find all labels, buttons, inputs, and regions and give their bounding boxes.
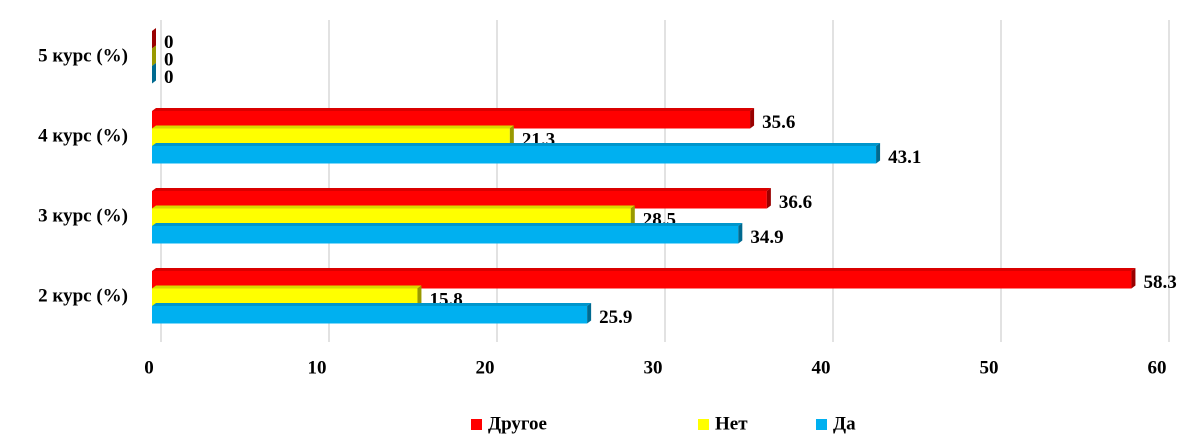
bar-side — [417, 285, 422, 306]
bar-front — [152, 306, 588, 324]
bar-top — [152, 303, 592, 306]
value-label: 35.6 — [762, 112, 795, 133]
bar-front — [152, 271, 1132, 289]
bar-top — [152, 143, 881, 146]
bar-side — [509, 125, 514, 146]
y-tick-label: 5 курс (%) — [38, 45, 128, 66]
bar-side — [587, 303, 592, 324]
x-tick-label: 60 — [1148, 357, 1167, 378]
bar-front — [152, 226, 739, 244]
bar-side — [630, 205, 635, 226]
y-tick-label: 4 курс (%) — [38, 125, 128, 146]
x-tick-label: 40 — [812, 357, 831, 378]
legend-label: Нет — [715, 413, 748, 434]
bar-side — [152, 63, 156, 84]
bar-front — [152, 288, 418, 306]
x-tick-label: 50 — [980, 357, 999, 378]
bar-side — [876, 143, 881, 164]
value-label: 0 — [164, 67, 174, 88]
value-label: 58.3 — [1143, 272, 1176, 293]
value-label: 0 — [164, 50, 174, 71]
value-label: 0 — [164, 32, 174, 53]
x-tick-label: 30 — [644, 357, 663, 378]
legend-swatch — [698, 419, 709, 430]
bar-side — [750, 108, 755, 129]
bar — [152, 125, 514, 146]
legend-swatch — [471, 419, 482, 430]
legend-swatch — [816, 419, 827, 430]
bar — [152, 28, 156, 49]
bar — [152, 188, 771, 209]
bar-top — [152, 268, 1136, 271]
legend: Другое Нет Да — [471, 413, 856, 434]
x-tick-label: 20 — [476, 357, 495, 378]
bar-top — [152, 188, 771, 191]
bar-front — [152, 111, 751, 129]
legend-label: Другое — [488, 413, 547, 434]
bar — [152, 303, 592, 324]
value-label: 34.9 — [750, 227, 783, 248]
bar-front — [152, 128, 510, 146]
bar-top — [152, 285, 422, 289]
bar-top — [152, 125, 514, 129]
value-label: 36.6 — [779, 192, 812, 213]
y-tick-label: 2 курс (%) — [38, 285, 128, 306]
bar — [152, 268, 1136, 289]
value-label: 25.9 — [599, 307, 632, 328]
bar — [152, 63, 156, 84]
bar-side — [766, 188, 771, 209]
x-tick-label: 0 — [144, 357, 154, 378]
value-label: 43.1 — [888, 147, 921, 168]
bar-side — [152, 45, 156, 66]
bar-side — [738, 223, 743, 244]
bar-front — [152, 146, 877, 164]
bar-side — [152, 28, 156, 49]
bar-top — [152, 223, 743, 226]
bar — [152, 223, 743, 244]
bar-side — [1131, 268, 1136, 289]
bar — [152, 143, 881, 164]
bar — [152, 205, 635, 226]
bar-top — [152, 108, 755, 111]
bar — [152, 285, 422, 306]
bar-front — [152, 208, 631, 226]
legend-label: Да — [833, 413, 856, 434]
bar-top — [152, 205, 635, 209]
y-tick-label: 3 курс (%) — [38, 205, 128, 226]
bar — [152, 45, 156, 66]
bar-front — [152, 191, 767, 209]
bar — [152, 108, 755, 129]
x-tick-label: 10 — [308, 357, 327, 378]
